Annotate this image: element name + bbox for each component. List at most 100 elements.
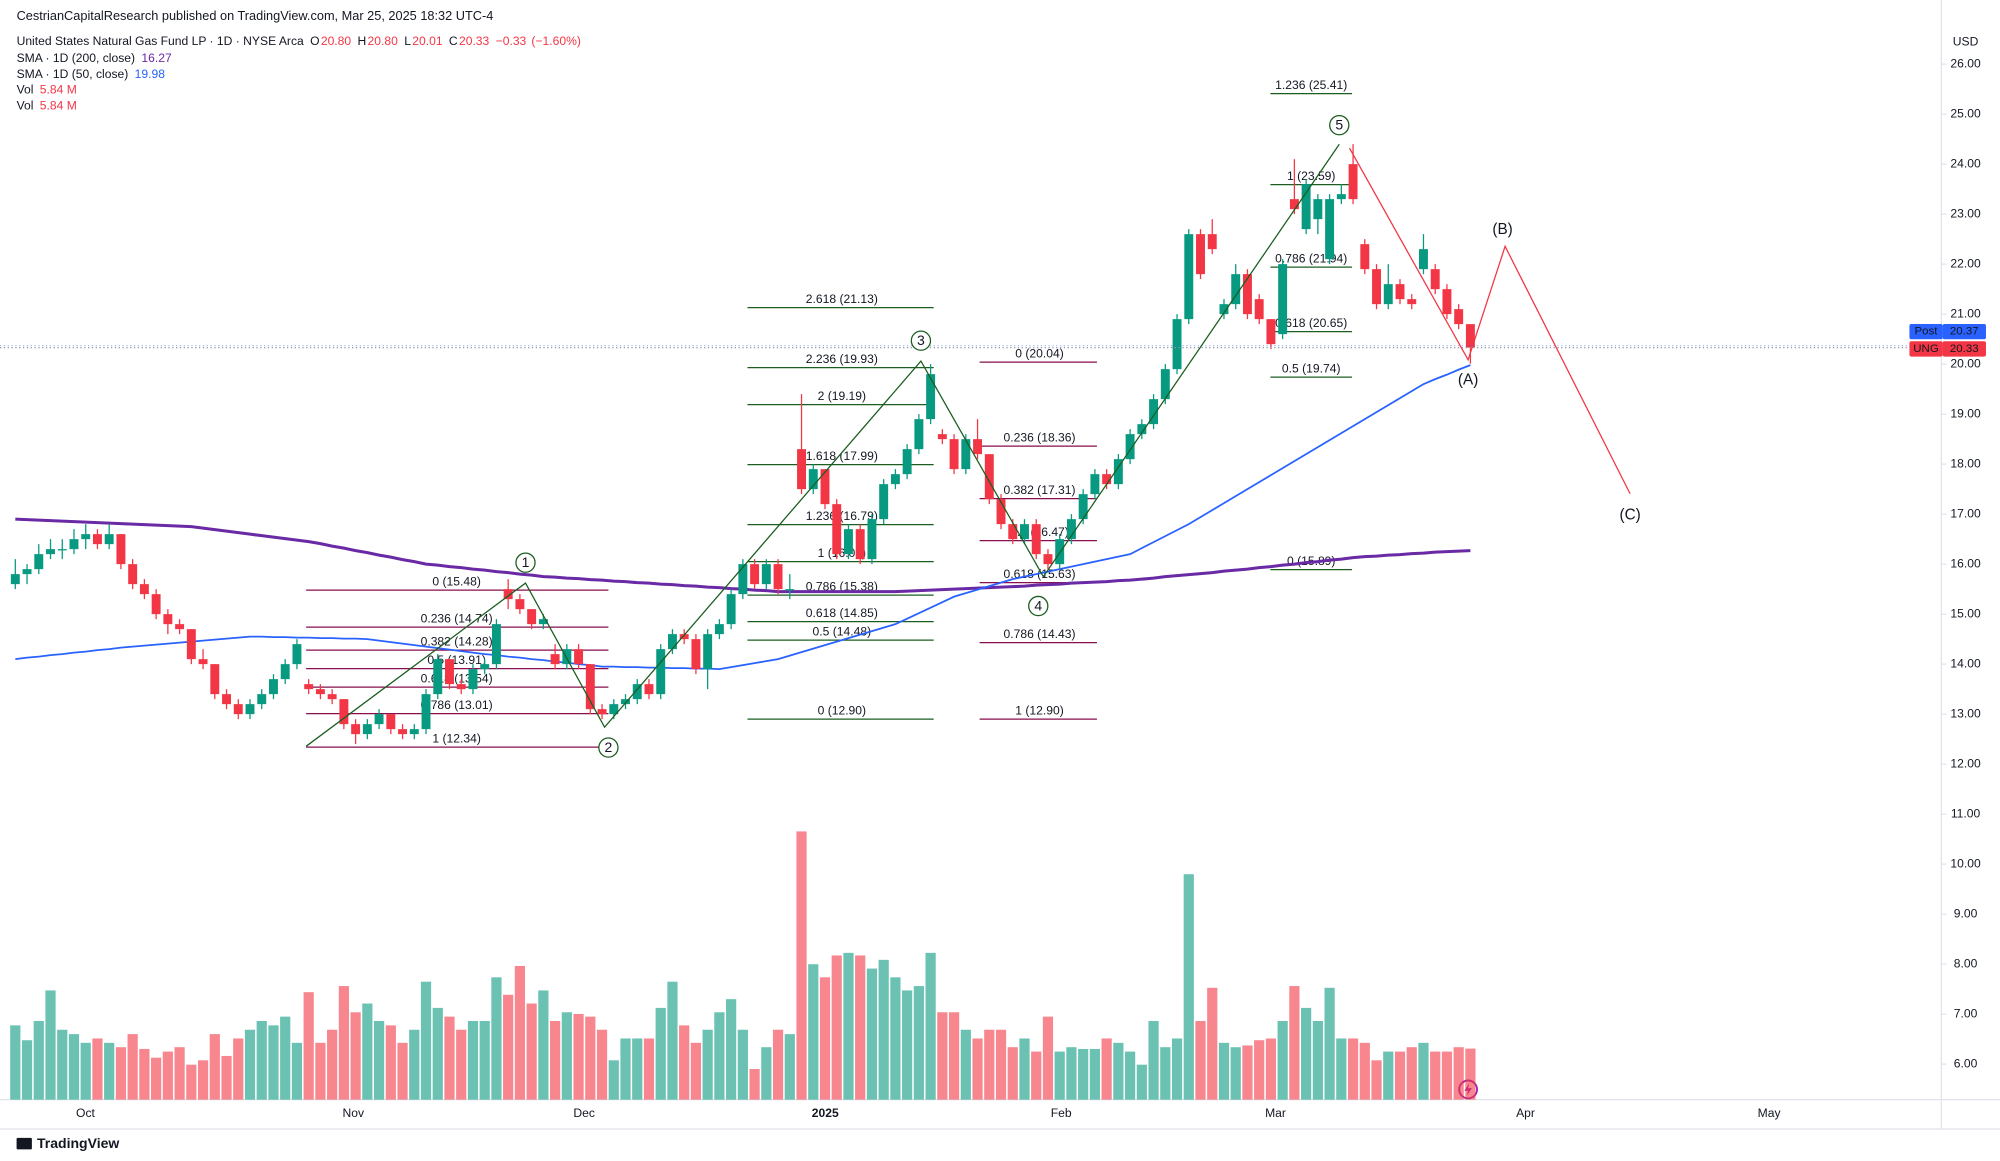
volume-bar [620,1038,631,1100]
candle-body [750,564,760,585]
candle-body [656,649,666,695]
volume-bar [291,1042,303,1100]
fib-label: 1.236 (16.79) [806,509,878,523]
volume-bar [1418,1042,1429,1100]
volume-bar [1301,1007,1312,1100]
volume-bar [995,1029,1007,1100]
candle-body [1465,324,1475,348]
candle-body [844,529,853,555]
candle-body [386,714,396,730]
price-tag-value: 20.33 [1950,343,1979,355]
volume-bar [92,1038,103,1100]
candle-body [879,484,889,520]
volume-bar [902,990,913,1100]
candle-body [1266,319,1276,345]
candle-body [210,664,220,695]
volume-bar [268,1025,279,1100]
volume-bar [1125,1051,1136,1100]
candle-body [280,664,290,680]
wave-line [305,143,1340,747]
candle-body [1419,249,1428,270]
volume-bar [10,1025,21,1100]
candle-body [374,714,384,725]
volume-bar [174,1047,185,1100]
volume-bar [702,1029,713,1100]
volume-bar [479,1020,490,1100]
candle-body [937,434,947,440]
fib-label: 0.236 (18.36) [1004,431,1076,445]
sma-line [15,364,1471,671]
candle-body [1219,304,1229,315]
candle-body [456,684,466,690]
wave-circle [1329,114,1350,136]
candle-body [808,469,818,490]
volume-bar [1113,1042,1124,1100]
candle-body [92,534,102,545]
volume-bar [679,1025,690,1100]
volume-bar [303,992,314,1100]
candle-body [691,639,701,670]
candle-body [116,534,126,565]
volume-bar [397,1042,408,1100]
volume-bar [573,1014,584,1100]
y-tick-label: 18.00 [1950,456,1981,470]
wave-label: 1 [522,554,530,570]
volume-bar [186,1064,197,1100]
price-tag-value: 20.37 [1950,326,1979,338]
volume-bar [784,1034,795,1100]
candle-body [527,609,537,625]
x-tick-label: Nov [343,1106,365,1120]
volume-bar [1324,987,1335,1100]
volume-bar [632,1038,643,1100]
y-tick-label: 21.00 [1950,306,1981,320]
volume-bar [550,1020,561,1100]
volume-bar [866,968,878,1100]
volume-bar [1394,1051,1406,1100]
candle-body [609,704,619,715]
y-tick-label: 26.00 [1950,56,1981,70]
volume-bar [1101,1038,1112,1100]
y-tick-label: 16.00 [1950,556,1981,570]
volume-bar [432,1007,443,1100]
volume-bar [244,1029,256,1100]
candle-body [198,659,208,665]
candle-body [445,659,454,685]
volume-bar [362,1003,373,1100]
volume-bar [937,1012,948,1100]
candle-body [69,539,79,550]
candle-body [1289,199,1299,210]
volume-bar [1371,1060,1382,1100]
fib-label: 0.786 (13.01) [421,698,493,712]
volume-bar [808,964,819,1100]
price-tag-name-box [1909,341,1943,357]
volume-bar [585,1016,596,1100]
volume-bar [127,1034,138,1100]
y-tick-label: 9.00 [1954,906,1978,920]
volume-bar [984,1029,995,1100]
volume-bar [726,999,737,1100]
legend-part: 20.80 [321,34,352,48]
volume-bar [526,1003,537,1100]
candle-body [151,594,161,615]
candle-body [327,694,337,700]
volume-bar [1007,1047,1018,1100]
candle-body [562,649,572,665]
volume-bar [1042,1016,1054,1100]
candle-body [163,614,173,625]
candle-body [1242,274,1252,315]
candle-body [57,549,67,551]
fib-label: 0.5 (19.74) [1282,362,1341,376]
candle-body [621,699,630,705]
candle-body [46,549,55,555]
volume-bar [749,1069,760,1100]
candle-body [949,439,959,470]
candle-body [222,694,231,705]
volume-bar [1019,1038,1030,1100]
volume-bars [10,831,1476,1100]
volume-bar [1453,1047,1464,1100]
volume-bar [772,1029,784,1100]
fib-label: 1.618 (17.99) [806,449,878,463]
x-tick-label: Mar [1265,1106,1286,1120]
candle-body [292,644,302,665]
